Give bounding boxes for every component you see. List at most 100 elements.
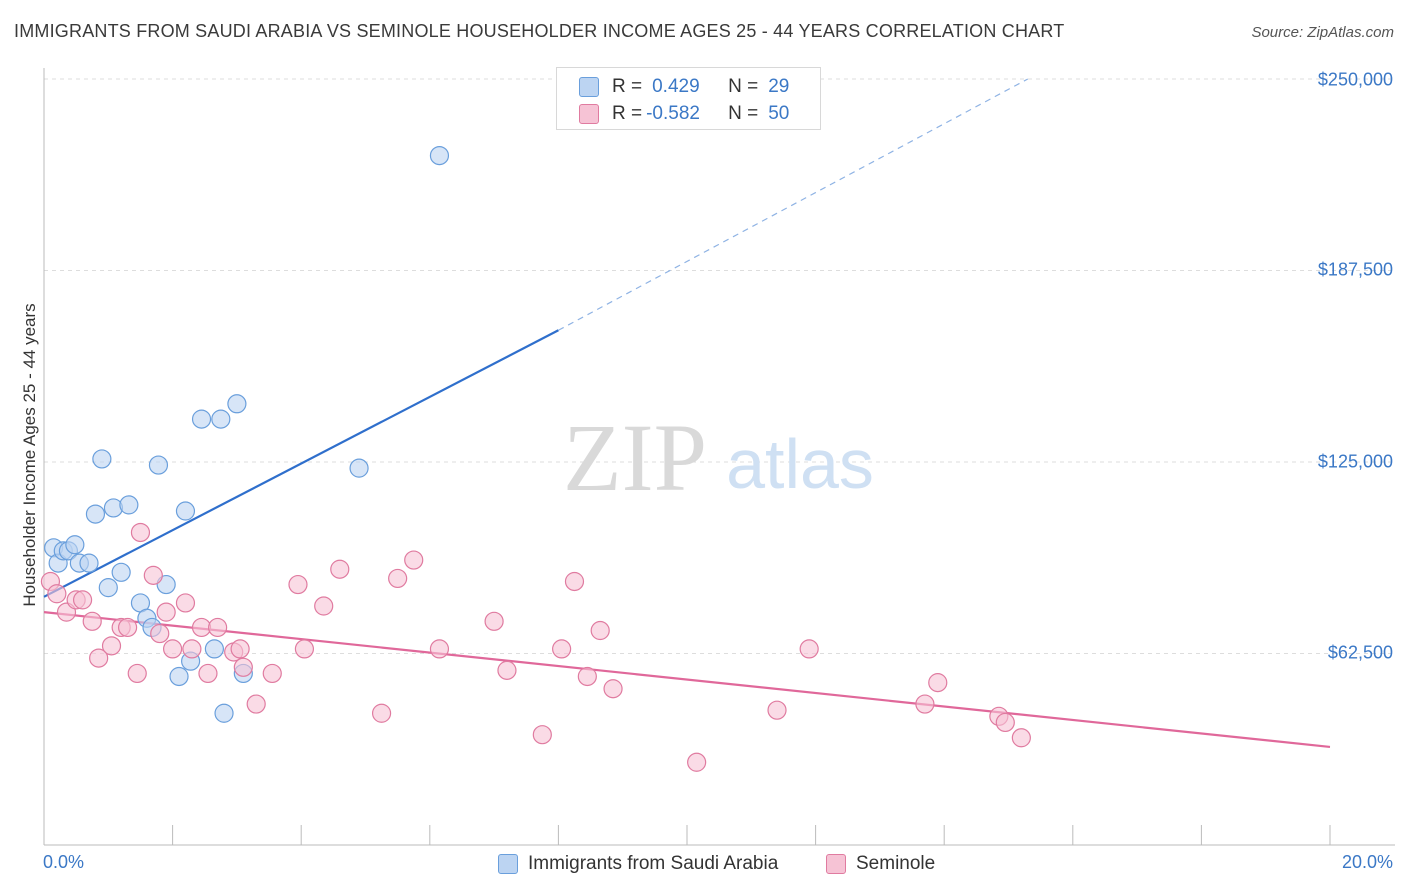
- data-point-saudi: [103, 498, 124, 518]
- series-legend-seminole[interactable]: Seminole: [826, 853, 935, 875]
- data-point-seminole: [72, 590, 93, 610]
- y-tick-label: $62,500: [1327, 642, 1393, 663]
- data-point-saudi: [148, 455, 169, 475]
- data-point-saudi: [214, 703, 234, 723]
- data-point-seminole: [191, 617, 212, 638]
- watermark-zip: ZIP: [563, 404, 707, 511]
- data-point-seminole: [995, 712, 1015, 733]
- data-point-seminole: [89, 648, 109, 668]
- data-point-seminole: [156, 602, 176, 622]
- data-point-seminole: [288, 574, 308, 595]
- y-tick-label: $125,000: [1317, 451, 1393, 472]
- data-point-seminole: [182, 639, 202, 659]
- series-swatch-pink: [826, 854, 846, 874]
- data-point-seminole: [484, 611, 504, 631]
- legend-r-value: 0.429: [652, 76, 700, 97]
- data-point-seminole: [532, 725, 552, 745]
- data-point-saudi: [92, 449, 112, 469]
- data-point-saudi: [169, 666, 189, 687]
- data-point-seminole: [143, 565, 163, 585]
- data-point-seminole: [230, 639, 250, 659]
- data-point-seminole: [915, 694, 935, 714]
- x-tick-label: 0.0%: [43, 852, 85, 872]
- data-points: [40, 146, 1031, 772]
- data-point-saudi: [119, 495, 139, 515]
- data-point-saudi: [79, 553, 99, 573]
- chart-title: IMMIGRANTS FROM SAUDI ARABIA VS SEMINOLE…: [14, 21, 1065, 41]
- legend-n-value: 50: [768, 103, 790, 124]
- data-point-seminole: [175, 593, 196, 613]
- data-point-seminole: [928, 673, 948, 693]
- data-point-seminole: [603, 679, 623, 699]
- data-point-seminole: [552, 639, 572, 659]
- watermark-atlas: atlas: [726, 425, 874, 503]
- y-axis-label: Householder Income Ages 25 - 44 years: [20, 303, 39, 607]
- legend-swatch-pink: [579, 104, 599, 124]
- legend-n-value: 29: [768, 76, 790, 97]
- data-point-seminole: [150, 623, 170, 644]
- data-point-seminole: [198, 663, 218, 684]
- legend-row-seminole: R = -0.582 N = 50: [579, 102, 789, 126]
- data-point-seminole: [262, 663, 282, 684]
- trend-line-seminole: [43, 611, 1331, 749]
- data-point-saudi: [175, 501, 196, 521]
- data-point-seminole: [47, 584, 67, 604]
- data-point-seminole: [294, 639, 315, 659]
- data-point-saudi: [85, 504, 106, 524]
- data-point-seminole: [371, 703, 392, 723]
- data-point-seminole: [117, 617, 138, 638]
- data-point-seminole: [1011, 728, 1031, 748]
- data-point-seminole: [404, 550, 424, 570]
- legend-row-saudi: R = 0.429 N = 29: [579, 75, 789, 99]
- data-point-seminole: [127, 663, 147, 684]
- data-point-seminole: [233, 657, 253, 677]
- data-point-saudi: [111, 562, 131, 582]
- data-point-seminole: [330, 559, 350, 579]
- data-point-seminole: [208, 617, 228, 638]
- data-point-seminole: [130, 522, 151, 543]
- series-legend-label: Immigrants from Saudi Arabia: [528, 853, 779, 874]
- data-point-saudi: [227, 394, 247, 414]
- data-point-saudi: [429, 146, 450, 166]
- data-point-saudi: [211, 409, 231, 429]
- data-point-saudi: [191, 409, 212, 429]
- trend-lines: [43, 78, 1331, 749]
- data-point-saudi: [65, 535, 85, 555]
- trend-line-saudi: [43, 329, 559, 598]
- data-point-seminole: [767, 700, 787, 720]
- data-point-saudi: [204, 639, 224, 659]
- data-point-seminole: [429, 639, 450, 659]
- data-point-seminole: [163, 639, 183, 659]
- data-point-seminole: [590, 620, 610, 641]
- data-point-seminole: [564, 571, 585, 592]
- series-legend-label: Seminole: [856, 853, 936, 874]
- legend-swatch-blue: [579, 77, 599, 97]
- legend-r-label: R =: [612, 103, 643, 124]
- data-point-seminole: [246, 694, 266, 714]
- gridlines: [44, 78, 1395, 654]
- y-tick-label: $187,500: [1317, 259, 1393, 280]
- data-point-seminole: [799, 639, 819, 659]
- data-point-seminole: [82, 611, 102, 631]
- legend-r-value: -0.582: [646, 103, 700, 124]
- data-point-seminole: [101, 636, 122, 656]
- data-point-saudi: [349, 458, 369, 478]
- series-legend-saudi[interactable]: Immigrants from Saudi Arabia: [498, 853, 778, 875]
- legend-n-label: N =: [728, 103, 759, 124]
- data-point-seminole: [497, 660, 517, 680]
- trend-line-extension: [558, 78, 1029, 331]
- legend-r-label: R =: [612, 76, 643, 97]
- x-tick-label: 20.0%: [1341, 852, 1393, 872]
- stats-legend: R = 0.429 N = 29 R = -0.582 N = 50: [556, 67, 821, 130]
- legend-n-label: N =: [728, 76, 759, 97]
- chart-source: Source: ZipAtlas.com: [1251, 24, 1394, 41]
- y-tick-label: $250,000: [1317, 69, 1393, 90]
- data-point-saudi: [98, 578, 118, 598]
- data-point-seminole: [388, 568, 408, 589]
- series-swatch-blue: [498, 854, 518, 874]
- data-point-seminole: [577, 666, 597, 687]
- data-point-seminole: [314, 596, 334, 616]
- data-point-seminole: [687, 752, 707, 772]
- axes: [43, 68, 1395, 846]
